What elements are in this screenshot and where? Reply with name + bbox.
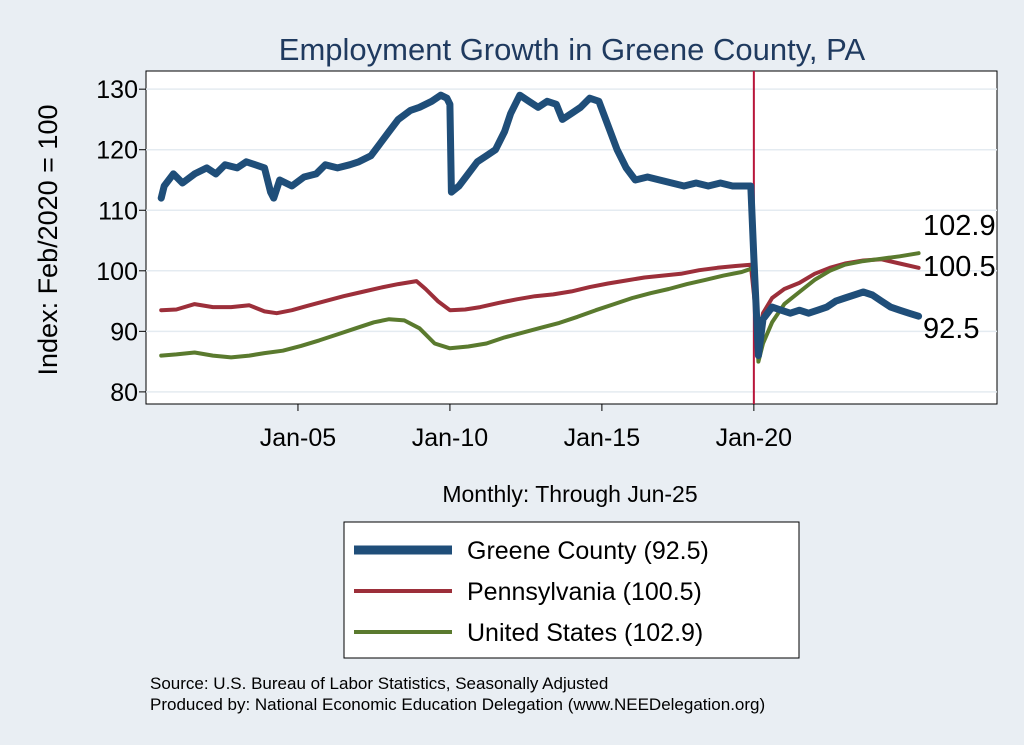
series-line-pennsylvania: [159, 257, 921, 340]
x-tick-label-Jan-15: Jan-15: [564, 424, 640, 452]
legend-label-united-states: United States (102.9): [467, 619, 703, 647]
x-tick-label-Jan-20: Jan-20: [716, 424, 792, 452]
end-label-pennsylvania: 100.5: [923, 251, 996, 283]
y-tick-label-80: 80: [110, 379, 138, 407]
gridlines: [146, 88, 997, 393]
end-labels: 92.5 100.5 102.9: [923, 210, 996, 345]
legend-label-pennsylvania: Pennsylvania (100.5): [467, 578, 702, 606]
end-label-greene-county: 92.5: [923, 313, 979, 345]
y-tick-label-110: 110: [98, 197, 138, 225]
legend: Greene County (92.5) Pennsylvania (100.5)…: [354, 537, 709, 647]
source-note: Source: U.S. Bureau of Labor Statistics,…: [150, 674, 608, 693]
y-tick-label-90: 90: [110, 318, 138, 346]
series-line-greene-county: [157, 91, 923, 360]
series-lines: [157, 91, 923, 364]
y-tick-label-120: 120: [96, 137, 138, 165]
series-line-united-states: [159, 251, 921, 364]
plot-area: [145, 70, 998, 405]
x-axis: Jan-05 Jan-10 Jan-15 Jan-20: [260, 404, 792, 452]
end-label-united-states: 102.9: [923, 210, 996, 242]
chart-title: Employment Growth in Greene County, PA: [279, 32, 866, 67]
x-axis-label: Monthly: Through Jun-25: [442, 481, 697, 507]
y-tick-label-100: 100: [96, 258, 138, 286]
y-axis: 80 90 100 110 120 130: [96, 76, 146, 407]
x-tick-label-Jan-10: Jan-10: [412, 424, 488, 452]
legend-label-greene-county: Greene County (92.5): [467, 537, 709, 565]
y-axis-label: Index: Feb/2020 = 100: [33, 105, 63, 376]
y-tick-label-130: 130: [96, 76, 138, 104]
x-tick-label-Jan-05: Jan-05: [260, 424, 336, 452]
produced-note: Produced by: National Economic Education…: [150, 695, 765, 714]
